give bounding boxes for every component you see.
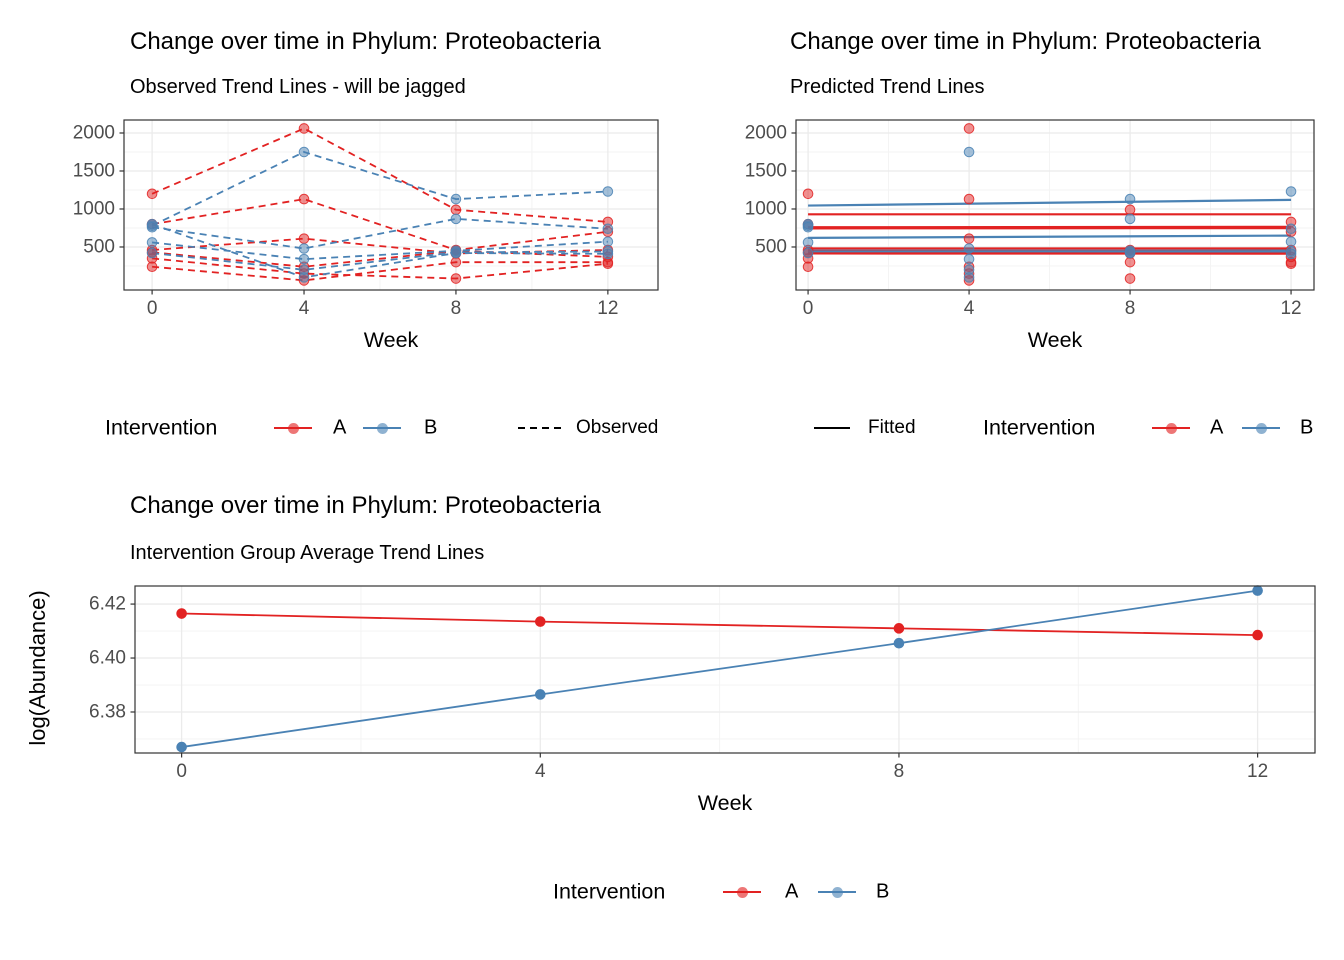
svg-text:4: 4 — [299, 298, 310, 319]
observed-chart-subtitle: Observed Trend Lines - will be jagged — [130, 76, 466, 98]
observed-chart-panel: Change over time in Phylum: Proteobacter… — [0, 0, 672, 462]
legend-label-a: A — [785, 880, 799, 903]
average-chart-panel: Change over time in Phylum: Proteobacter… — [0, 462, 1344, 960]
legend-label-fitted: Fitted — [868, 417, 916, 438]
intervention-b-key-icon — [363, 421, 401, 435]
svg-text:1000: 1000 — [73, 198, 115, 219]
legend-label-b: B — [876, 880, 890, 903]
svg-text:Week: Week — [1028, 328, 1083, 352]
svg-text:2000: 2000 — [73, 122, 115, 143]
legend-title: Intervention — [105, 415, 218, 440]
average-chart-title: Change over time in Phylum: Proteobacter… — [130, 492, 601, 519]
observed-chart-plot: 0 4 8 12 500 1000 1500 2000 Week — [73, 119, 659, 352]
svg-text:0: 0 — [803, 298, 814, 319]
svg-text:0: 0 — [147, 298, 158, 319]
observed-chart-title: Change over time in Phylum: Proteobacter… — [130, 28, 601, 55]
svg-text:6.38: 6.38 — [89, 701, 126, 722]
svg-text:12: 12 — [1247, 761, 1268, 782]
predicted-chart-panel: Change over time in Phylum: Proteobacter… — [672, 0, 1344, 462]
svg-text:1500: 1500 — [745, 160, 787, 181]
svg-text:8: 8 — [894, 761, 905, 782]
svg-text:500: 500 — [83, 236, 115, 257]
observed-linetype-key-icon — [518, 421, 562, 435]
svg-text:8: 8 — [451, 298, 462, 319]
svg-text:8: 8 — [1125, 298, 1136, 319]
svg-text:1500: 1500 — [73, 160, 115, 181]
intervention-a-key-icon — [274, 421, 312, 435]
svg-text:0: 0 — [176, 761, 187, 782]
legend-title: Intervention — [983, 415, 1096, 440]
legend-label-observed: Observed — [576, 417, 659, 438]
average-chart-legend: Intervention A B — [0, 874, 1344, 910]
predicted-chart-legend: Fitted Intervention A B — [672, 410, 1344, 446]
legend-label-a: A — [1210, 416, 1224, 439]
legend-label-b: B — [1300, 416, 1314, 439]
predicted-chart-plot: 0 4 8 12 500 1000 1500 2000 Week — [745, 119, 1315, 352]
svg-text:Week: Week — [364, 328, 419, 352]
intervention-a-key-icon — [723, 885, 761, 899]
average-chart-subtitle: Intervention Group Average Trend Lines — [130, 542, 485, 564]
svg-text:500: 500 — [755, 236, 787, 257]
svg-text:12: 12 — [1280, 298, 1301, 319]
average-chart-plot: 0 4 8 12 6.38 6.40 6.42 Week — [89, 585, 1316, 815]
predicted-chart-subtitle: Predicted Trend Lines — [790, 76, 985, 98]
intervention-a-key-icon — [1152, 421, 1190, 435]
legend-label-b: B — [424, 416, 438, 439]
legend-title: Intervention — [553, 879, 666, 904]
svg-text:6.42: 6.42 — [89, 594, 126, 615]
svg-text:1000: 1000 — [745, 198, 787, 219]
svg-text:4: 4 — [964, 298, 975, 319]
intervention-b-key-icon — [1242, 421, 1280, 435]
predicted-chart-title: Change over time in Phylum: Proteobacter… — [790, 28, 1261, 55]
legend-label-a: A — [333, 416, 347, 439]
observed-chart-legend: Intervention A B Observed — [0, 410, 672, 446]
intervention-b-key-icon — [818, 885, 856, 899]
svg-text:4: 4 — [535, 761, 546, 782]
svg-text:6.40: 6.40 — [89, 648, 126, 669]
svg-text:Week: Week — [698, 791, 753, 815]
fitted-linetype-key-icon — [814, 421, 850, 435]
svg-text:12: 12 — [597, 298, 618, 319]
svg-text:2000: 2000 — [745, 122, 787, 143]
